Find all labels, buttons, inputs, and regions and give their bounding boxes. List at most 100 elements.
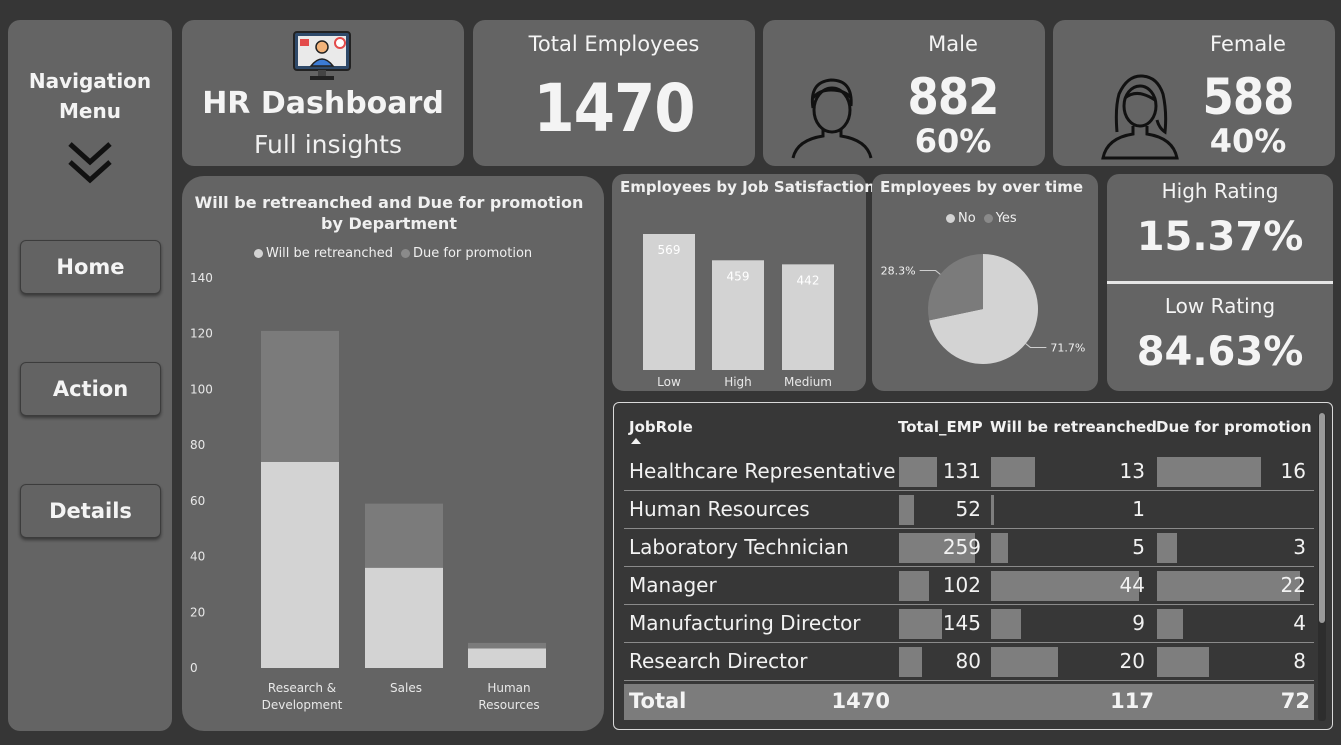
y-tick-label: 140: [190, 271, 213, 285]
y-tick-label: 80: [190, 438, 205, 452]
column-header-promotion[interactable]: Due for promotion: [1156, 418, 1312, 436]
dashboard-title: HR Dashboard: [202, 86, 444, 121]
cell-promotion-bar: [1157, 647, 1209, 677]
home-button[interactable]: Home: [20, 240, 161, 294]
bar-segment-promotion[interactable]: [468, 642, 546, 649]
table-row[interactable]: Human Resources 52 1: [624, 491, 1314, 529]
rating-divider: [1107, 281, 1333, 284]
cell-total-emp: 80: [955, 649, 981, 673]
x-tick-label: Medium: [784, 375, 832, 389]
action-button[interactable]: Action: [20, 362, 161, 416]
details-button[interactable]: Details: [20, 484, 161, 538]
cell-total-emp-bar: [899, 647, 923, 677]
bar-data-label: 442: [797, 273, 820, 287]
pie-data-label: 28.3%: [881, 265, 916, 278]
table-row[interactable]: Research Director 80 20 8: [624, 643, 1314, 681]
table-row[interactable]: Healthcare Representative 131 13 16: [624, 453, 1314, 491]
cell-promotion: 4: [1293, 611, 1306, 635]
y-tick-label: 20: [190, 605, 205, 619]
legend-label-promotion: Due for promotion: [412, 246, 533, 261]
legend-label-retreanched: Will be retreanched: [266, 246, 393, 261]
table-row[interactable]: Manufacturing Director 145 9 4: [624, 605, 1314, 643]
cell-total-emp-bar: [899, 457, 938, 487]
high-rating-value: 15.37%: [1136, 214, 1304, 260]
table-scrollbar[interactable]: [1318, 413, 1326, 721]
legend-dot-no: [946, 214, 955, 223]
overtime-legend: No Yes: [946, 211, 1017, 226]
table-row[interactable]: Manager 102 44 22: [624, 567, 1314, 605]
total-row-retreanched: 117: [1110, 689, 1154, 713]
job-satisfaction-bar[interactable]: [643, 234, 695, 370]
y-tick-label: 0: [190, 661, 198, 675]
column-header-retreanched[interactable]: Will be retreanched: [990, 418, 1157, 436]
x-tick-label: Research &: [268, 681, 336, 695]
legend-item-no[interactable]: No: [946, 211, 976, 226]
x-tick-label: Development: [262, 698, 343, 712]
sort-ascending-icon[interactable]: [630, 437, 642, 445]
cell-jobrole: Human Resources: [629, 497, 810, 521]
cell-promotion: 16: [1280, 459, 1306, 483]
department-chart-title: Will be retreanched and Due for promotio…: [194, 193, 584, 233]
cell-jobrole: Manager: [629, 573, 717, 597]
female-label: Female: [1210, 32, 1286, 56]
x-tick-label: Sales: [390, 681, 422, 695]
overtime-panel: Employees by over time No Yes 71.7% 28.3%: [872, 174, 1098, 391]
legend-dot-yes: [983, 214, 993, 223]
bar-segment-retreanched[interactable]: [468, 648, 546, 669]
legend-dot-retreanched: [254, 249, 263, 258]
cell-total-emp: 102: [942, 573, 981, 597]
cell-total-emp-bar: [899, 495, 915, 525]
cell-retreanched: 20: [1119, 649, 1145, 673]
female-card: Female 588 40%: [1053, 20, 1335, 166]
cell-retreanched-bar: [991, 495, 995, 525]
dashboard-subtitle: Full insights: [254, 130, 402, 159]
bar-segment-retreanched[interactable]: [365, 567, 443, 668]
cell-retreanched-bar: [991, 609, 1022, 639]
bar-data-label: 569: [658, 243, 681, 257]
bar-segment-promotion[interactable]: [261, 330, 339, 462]
cell-total-emp: 145: [942, 611, 981, 635]
cell-retreanched-bar: [991, 457, 1035, 487]
job-satisfaction-bar[interactable]: [712, 260, 764, 370]
pie-leader-line: [919, 270, 941, 275]
pie-slice-no[interactable]: [929, 254, 1038, 364]
cell-total-emp: 131: [942, 459, 981, 483]
cell-total-emp-bar: [899, 533, 975, 563]
overtime-title: Employees by over time: [880, 178, 1084, 196]
cell-promotion-bar: [1157, 457, 1261, 487]
cell-jobrole: Healthcare Representative: [629, 459, 896, 483]
table-scrollbar-thumb[interactable]: [1319, 413, 1325, 623]
high-rating-label: High Rating: [1161, 179, 1279, 203]
legend-item-promotion[interactable]: Due for promotion: [400, 246, 533, 261]
column-header-jobrole[interactable]: JobRole: [629, 418, 693, 436]
male-person-icon: [791, 78, 873, 159]
chevron-down-icon[interactable]: [66, 140, 114, 186]
legend-dot-promotion: [400, 249, 410, 258]
navigation-title-line1: Navigation: [28, 69, 152, 93]
cell-jobrole: Laboratory Technician: [629, 535, 849, 559]
job-satisfaction-bar[interactable]: [782, 264, 834, 370]
male-count: 882: [907, 68, 1000, 126]
bar-segment-promotion[interactable]: [365, 503, 443, 568]
y-tick-label: 120: [190, 327, 213, 341]
bar-data-label: 459: [727, 269, 750, 283]
cell-retreanched-bar: [991, 571, 1139, 601]
table-row[interactable]: Laboratory Technician 259 5 3: [624, 529, 1314, 567]
legend-item-retreanched[interactable]: Will be retreanched: [254, 246, 393, 261]
female-percent: 40%: [1209, 122, 1287, 160]
legend-item-yes[interactable]: Yes: [983, 211, 1017, 226]
cell-retreanched: 9: [1132, 611, 1145, 635]
cell-jobrole: Research Director: [629, 649, 808, 673]
low-rating-value: 84.63%: [1136, 329, 1304, 375]
cell-promotion-bar: [1157, 609, 1183, 639]
x-tick-label: High: [724, 375, 752, 389]
dashboard-header-card: HR Dashboard Full insights: [182, 20, 464, 166]
column-header-total-emp[interactable]: Total_EMP: [898, 418, 983, 436]
y-tick-label: 60: [190, 494, 205, 508]
legend-label-no: No: [958, 211, 976, 226]
pie-slice-yes[interactable]: [928, 254, 983, 321]
overtime-pie-chart: 71.7% 28.3%: [881, 254, 1085, 364]
bar-segment-retreanched[interactable]: [261, 461, 339, 668]
cell-promotion: 3: [1293, 535, 1306, 559]
x-tick-label: Resources: [478, 698, 539, 712]
